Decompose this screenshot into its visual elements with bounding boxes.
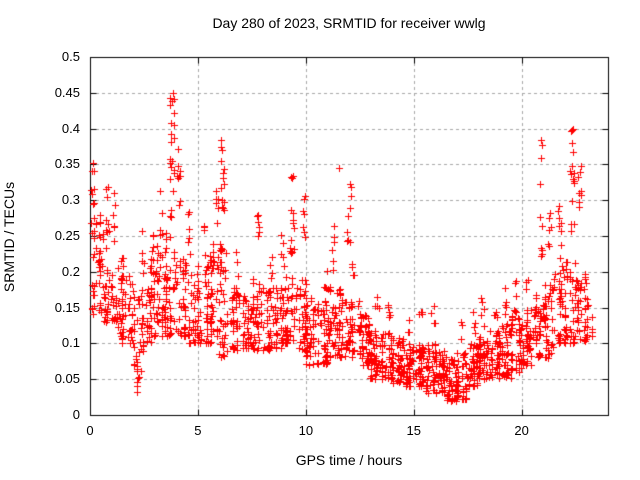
y-tick-label: 0.15 (54, 299, 80, 315)
x-tick-label: 0 (86, 423, 94, 438)
x-tick-label: 15 (406, 423, 421, 438)
x-tick-label: 10 (298, 423, 314, 438)
y-tick-label: 0.2 (61, 263, 80, 279)
y-tick-label: 0.4 (61, 120, 80, 136)
x-axis-label: GPS time / hours (295, 452, 403, 468)
y-tick-label: 0 (72, 407, 80, 422)
y-tick-label: 0.05 (54, 371, 80, 387)
y-tick-label: 0.3 (61, 192, 80, 208)
x-tick-label: 5 (194, 423, 202, 438)
y-tick-label: 0.45 (54, 84, 80, 100)
x-tick-label: 20 (514, 423, 529, 438)
y-tick-label: 0.5 (61, 49, 80, 64)
y-tick-label: 0.25 (54, 228, 80, 243)
y-tick-label: 0.35 (54, 156, 80, 172)
y-tick-label: 0.1 (61, 335, 80, 351)
chart-title: Day 280 of 2023, SRMTID for receiver wwl… (212, 15, 486, 31)
